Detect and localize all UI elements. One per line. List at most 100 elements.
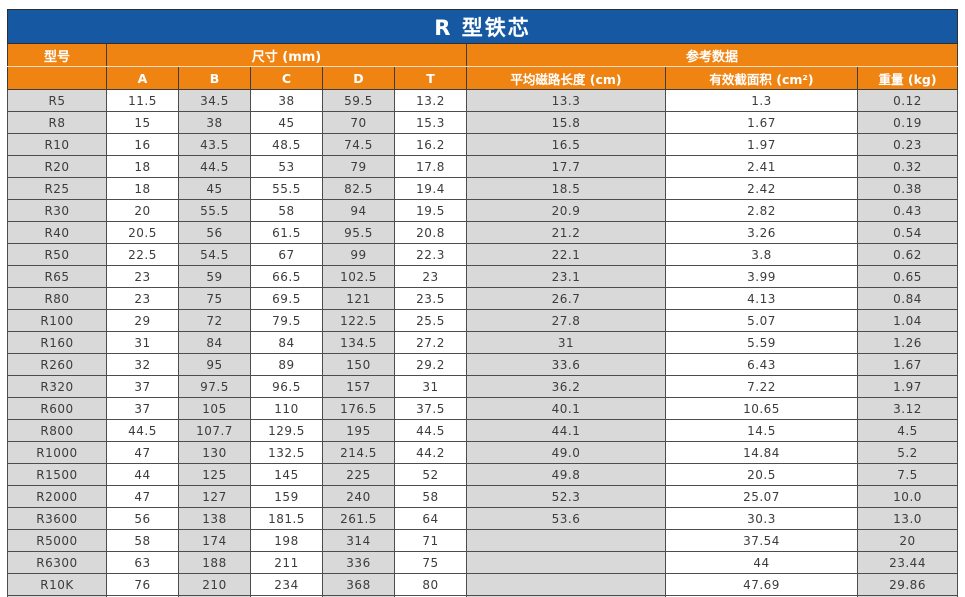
table-row: R25 18 45 55.5 82.5 19.4 18.5 2.42 0.38 [7,177,959,200]
value-cell: 44.5 [106,419,179,442]
iron-core-spec-table: R 型铁芯 型号 尺寸 (mm) 参考数据 A B C D T 平均磁路长度 (… [6,9,959,597]
value-cell: 47 [106,441,179,464]
value-cell: 55.5 [250,177,323,200]
value-cell: 44.1 [466,419,666,442]
table-row: R10 16 43.5 48.5 74.5 16.2 16.5 1.97 0.23 [7,133,959,156]
table-row: R50 22.5 54.5 67 99 22.3 22.1 3.8 0.62 [7,243,959,266]
value-cell: 0.54 [856,221,959,244]
value-cell: 48.5 [250,133,323,156]
value-cell: 23.44 [856,551,959,574]
value-cell: 29 [106,309,179,332]
value-cell: 25.5 [394,309,467,332]
value-cell: 20.9 [466,199,666,222]
value-cell: 122.5 [322,309,395,332]
value-cell: 63 [106,551,179,574]
table-row: R3600 56 138 181.5 261.5 64 53.6 30.3 13.0 [7,507,959,530]
value-cell: 38 [250,89,323,112]
value-cell: 18 [106,155,179,178]
value-cell: 55.5 [178,199,251,222]
value-cell: 70 [322,111,395,134]
value-cell: 0.23 [856,133,959,156]
model-cell: R40 [7,221,107,244]
table-row: R160 31 84 84 134.5 27.2 31 5.59 1.26 [7,331,959,354]
value-cell: 61.5 [250,221,323,244]
value-cell: 20.5 [106,221,179,244]
value-cell: 1.67 [856,353,959,376]
value-cell: 75 [178,287,251,310]
model-cell: R800 [7,419,107,442]
value-cell: 105 [178,397,251,420]
value-cell: 58 [250,199,323,222]
model-cell: R1500 [7,463,107,486]
value-cell: 44 [106,463,179,486]
value-cell: 107.7 [178,419,251,442]
model-cell: R30 [7,199,107,222]
table-row: R320 37 97.5 96.5 157 31 36.2 7.22 1.97 [7,375,959,398]
value-cell: 49.0 [466,441,666,464]
value-cell: 188 [178,551,251,574]
header-sub-row: A B C D T 平均磁路长度 (cm) 有效截面积 (cm²) 重量 (kg… [7,66,959,90]
value-cell: 49.8 [466,463,666,486]
column-header-a: A [106,66,179,90]
value-cell: 59.5 [322,89,395,112]
value-cell: 99 [322,243,395,266]
column-header-b: B [178,66,251,90]
value-cell: 261.5 [322,507,395,530]
value-cell: 96.5 [250,375,323,398]
value-cell: 1.67 [665,111,858,134]
value-cell: 37 [106,397,179,420]
value-cell: 0.65 [856,265,959,288]
value-cell: 29.2 [394,353,467,376]
value-cell: 34.5 [178,89,251,112]
value-cell: 40.1 [466,397,666,420]
value-cell: 31 [394,375,467,398]
table-row: R15K1002152683838553.7436.59 [7,595,959,597]
value-cell: 45 [178,177,251,200]
value-cell: 38 [178,111,251,134]
value-cell: 32 [106,353,179,376]
value-cell: 23.1 [466,265,666,288]
value-cell: 31 [106,331,179,354]
value-cell: 54.5 [178,243,251,266]
model-cell: R6300 [7,551,107,574]
value-cell: 36.59 [856,595,959,597]
value-cell: 89 [250,353,323,376]
table-row: R5 11.5 34.5 38 59.5 13.2 13.3 1.3 0.12 [7,89,959,112]
value-cell: 211 [250,551,323,574]
value-cell: 11.5 [106,89,179,112]
column-group-dimensions: 尺寸 (mm) [106,43,467,67]
value-cell: 75 [394,551,467,574]
value-cell: 82.5 [322,177,395,200]
table-row: R6300 63 188 211 336 75 44 23.44 [7,551,959,574]
value-cell: 13.2 [394,89,467,112]
value-cell: 0.62 [856,243,959,266]
value-cell: 1.04 [856,309,959,332]
value-cell: 234 [250,573,323,596]
table-row: R65 23 59 66.5 102.5 23 23.1 3.99 0.65 [7,265,959,288]
value-cell: 3.99 [665,265,858,288]
value-cell: 10.65 [665,397,858,420]
model-cell: R600 [7,397,107,420]
value-cell: 15.8 [466,111,666,134]
model-cell: R1000 [7,441,107,464]
value-cell: 15 [106,111,179,134]
model-cell: R5000 [7,529,107,552]
value-cell: 23.5 [394,287,467,310]
value-cell: 58 [394,485,467,508]
column-header-weight: 重量 (kg) [856,66,959,90]
value-cell: 16 [106,133,179,156]
column-header-c: C [250,66,323,90]
model-cell: R10K [7,573,107,596]
value-cell: 195 [322,419,395,442]
value-cell: 67 [250,243,323,266]
value-cell: 72 [178,309,251,332]
value-cell: 20.5 [665,463,858,486]
value-cell: 145 [250,463,323,486]
model-cell: R65 [7,265,107,288]
value-cell: 157 [322,375,395,398]
table-row: R2000 47 127 159 240 58 52.3 25.07 10.0 [7,485,959,508]
value-cell: 22.5 [106,243,179,266]
table-row: R20 18 44.5 53 79 17.8 17.7 2.41 0.32 [7,155,959,178]
value-cell: 64 [394,507,467,530]
value-cell: 2.41 [665,155,858,178]
